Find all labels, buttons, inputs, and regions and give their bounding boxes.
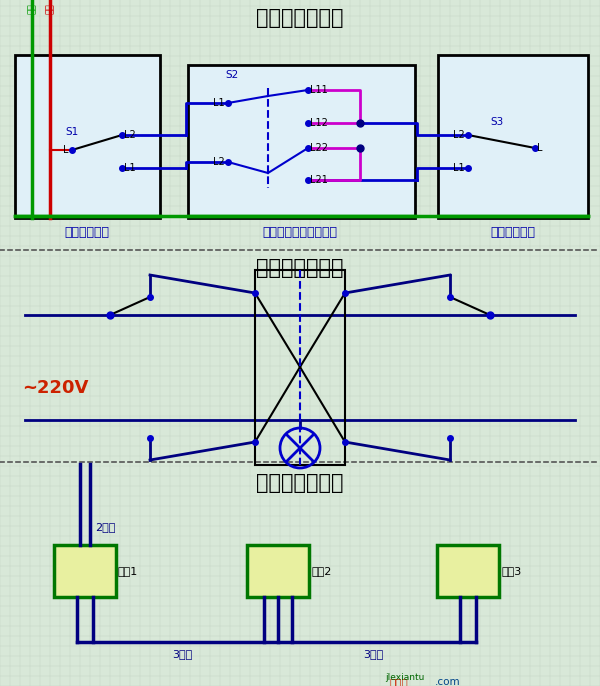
Bar [15, 55, 160, 218]
Bar [247, 545, 309, 597]
Text: L21: L21 [310, 175, 328, 185]
Text: L1: L1 [214, 98, 225, 108]
Text: S3: S3 [490, 117, 503, 127]
Text: 中途开关（三控开关）: 中途开关（三控开关） [263, 226, 337, 239]
Bar [255, 270, 345, 465]
Text: L2: L2 [213, 157, 225, 167]
Text: 开关2: 开关2 [311, 566, 331, 576]
Text: 2根线: 2根线 [95, 522, 115, 532]
Text: S1: S1 [65, 127, 78, 137]
Text: 3根线: 3根线 [172, 649, 192, 659]
Text: L2: L2 [453, 130, 465, 140]
Text: L2: L2 [124, 130, 136, 140]
Text: 相线: 相线 [28, 3, 37, 14]
Text: 开关3: 开关3 [501, 566, 521, 576]
Bar [188, 65, 415, 218]
Text: 3根线: 3根线 [363, 649, 383, 659]
Text: L: L [64, 145, 69, 155]
Bar [54, 545, 116, 597]
Text: L: L [537, 143, 542, 153]
Text: L12: L12 [310, 118, 328, 128]
Text: 单开双控开关: 单开双控开关 [65, 226, 110, 239]
Text: L11: L11 [310, 85, 328, 95]
Text: 开关1: 开关1 [118, 566, 138, 576]
Text: 三控开关原理图: 三控开关原理图 [256, 258, 344, 278]
Text: L1: L1 [124, 163, 136, 173]
Text: 接线图: 接线图 [390, 677, 409, 686]
Bar [437, 545, 499, 597]
Text: .com: .com [435, 677, 461, 686]
Text: L22: L22 [310, 143, 328, 153]
Text: S2: S2 [225, 70, 238, 80]
Text: L1: L1 [454, 163, 465, 173]
Text: 三控开关布线图: 三控开关布线图 [256, 473, 344, 493]
Text: 火线: 火线 [46, 3, 55, 14]
Text: 单开双控开关: 单开双控开关 [491, 226, 536, 239]
Text: jlexiantu: jlexiantu [385, 674, 424, 683]
Text: 三控开关接线图: 三控开关接线图 [256, 8, 344, 28]
Bar [438, 55, 588, 218]
Text: ~220V: ~220V [22, 379, 88, 397]
